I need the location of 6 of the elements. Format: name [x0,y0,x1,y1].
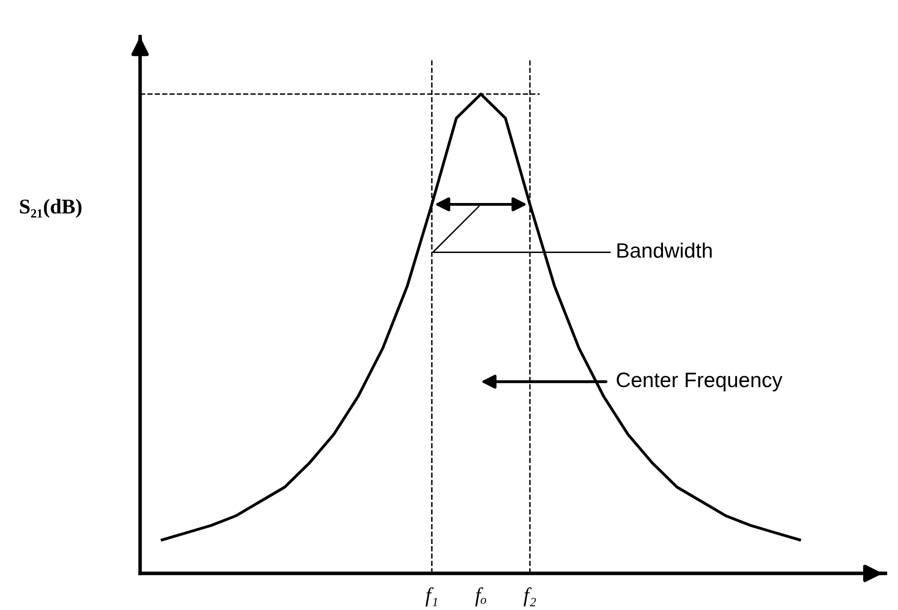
y-axis-title: S₂₁(dB) [20,198,82,218]
x-tick-label: fₒ [475,587,486,606]
annotation: Center Frequency [616,372,782,392]
x-tick-label: f₂ [524,587,536,606]
x-tick-label: f₁ [426,587,437,606]
annotation: Bandwidth [617,242,712,258]
